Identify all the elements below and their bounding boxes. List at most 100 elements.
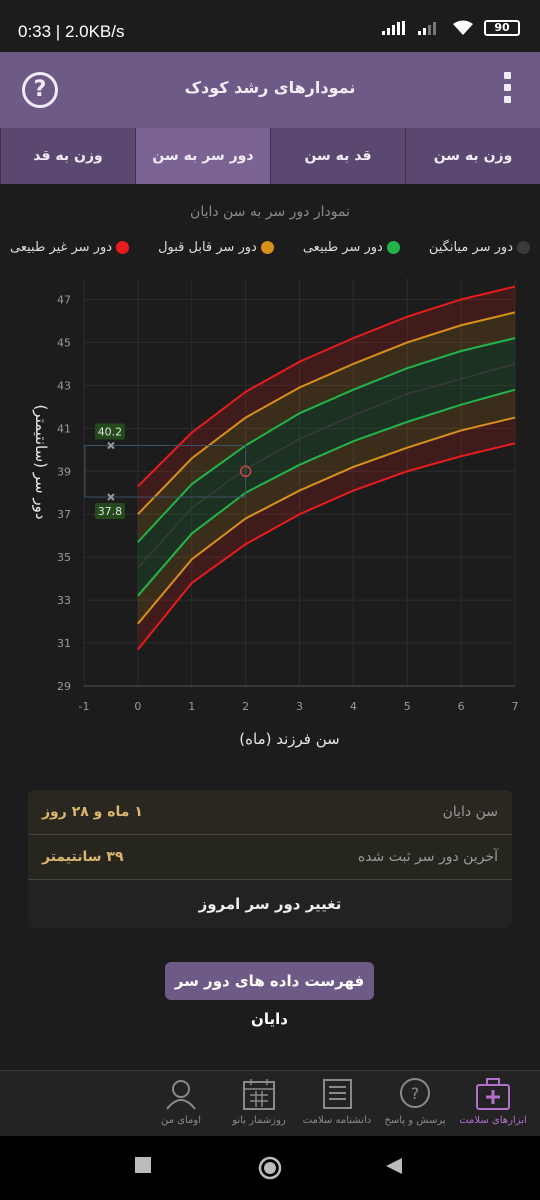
band-fill xyxy=(137,312,515,543)
legend-dot-orange xyxy=(260,241,274,254)
tab-weight-for-age[interactable]: وزن به سن xyxy=(405,128,540,184)
tab-height-for-age[interactable]: قد به سن xyxy=(270,128,405,184)
legend-item-average[interactable]: دور سر میانگین xyxy=(429,240,530,255)
nav-label: روزشمار بانو xyxy=(232,1115,286,1126)
newspaper-icon xyxy=(323,1079,352,1109)
overflow-menu-icon[interactable] xyxy=(504,72,512,108)
y-tick-label: 37 xyxy=(57,508,71,521)
marker-label-bg xyxy=(94,423,125,440)
nav-item-calendar[interactable]: روزشمار بانو xyxy=(220,1071,298,1136)
data-list-button[interactable]: فهرست داده های دور سر دایان xyxy=(165,962,374,1028)
age-value: ۱ ماه و ۲۸ روز xyxy=(42,804,143,820)
y-tick-label: 35 xyxy=(57,551,71,564)
back-icon[interactable] xyxy=(384,1156,404,1176)
series-line xyxy=(137,388,516,597)
growth-chart[interactable]: -1 0 1 2 3 4 5 6 72931333537394143454740.237.8سن… xyxy=(0,184,540,764)
band-fill xyxy=(137,389,515,624)
tab-weight-for-height[interactable]: وزن به قد xyxy=(0,128,135,184)
last-measurement-value: ۳۹ سانتیمتر xyxy=(42,849,124,865)
chart-title: نمودار دور سر به سن دایان xyxy=(190,204,350,220)
y-tick-label: 33 xyxy=(57,594,71,607)
series-line xyxy=(137,311,516,515)
series-line xyxy=(137,285,516,488)
band-fill xyxy=(137,363,515,596)
y-tick-label: 41 xyxy=(57,422,71,435)
chart-legend: دور سر غیر طبیعی دور سر قابل قبول دور سر… xyxy=(10,240,530,255)
y-tick-label: 31 xyxy=(57,637,71,650)
band-fill xyxy=(137,417,515,650)
app-bar: ? نمودارهای رشد کودک xyxy=(0,52,540,128)
age-row: سن دایان ۱ ماه و ۲۸ روز xyxy=(28,790,512,835)
page-title: نمودارهای رشد کودک xyxy=(184,78,356,97)
range-box xyxy=(84,444,247,498)
band-fill xyxy=(137,338,515,568)
user-avatar-icon xyxy=(166,1080,196,1110)
legend-item-normal[interactable]: دور سر طبیعی xyxy=(303,240,400,255)
battery-indicator: 90 xyxy=(484,20,520,36)
nav-item-profile[interactable]: اومای من xyxy=(142,1071,220,1136)
range-marker xyxy=(107,441,115,450)
legend-label: دور سر غیر طبیعی xyxy=(10,240,113,255)
x-tick-label: 1 xyxy=(188,700,195,713)
last-measurement-row: آخرین دور سر ثبت شده ۳۹ سانتیمتر xyxy=(28,835,512,880)
wifi-icon xyxy=(453,20,473,35)
x-tick-label: -1 xyxy=(79,700,90,713)
signal-icon xyxy=(382,21,405,35)
series-line xyxy=(137,337,516,543)
question-bubble-icon: ? xyxy=(400,1078,430,1108)
series-line xyxy=(137,363,516,569)
x-tick-label: 4 xyxy=(350,700,357,713)
svg-text:?: ? xyxy=(411,1084,420,1103)
y-tick-label: 39 xyxy=(57,465,71,478)
calendar-icon xyxy=(243,1079,275,1110)
range-marker xyxy=(107,493,115,501)
series-line xyxy=(137,442,516,651)
nav-item-qa[interactable]: ? پرسش و پاسخ xyxy=(376,1071,454,1136)
nav-label: ابزارهای سلامت xyxy=(459,1115,527,1126)
help-icon[interactable]: ? xyxy=(22,72,58,108)
nav-label: اومای من xyxy=(161,1115,201,1126)
legend-item-acceptable[interactable]: دور سر قابل قبول xyxy=(158,240,274,255)
band-fill xyxy=(137,286,515,515)
y-axis-title: دور سر (سانتیمتر) xyxy=(32,404,50,519)
legend-dot-gray xyxy=(517,241,530,254)
y-tick-label: 29 xyxy=(57,680,71,693)
y-tick-label: 47 xyxy=(57,293,71,306)
x-axis-title: سن فرزند (ماه) xyxy=(239,730,339,748)
nav-item-health-tools[interactable]: ابزارهای سلامت xyxy=(454,1071,532,1136)
x-tick-label: 0 xyxy=(134,700,141,713)
marker-label: 40.2 xyxy=(98,425,123,438)
x-tick-label: 2 xyxy=(242,700,249,713)
nav-item-encyclopedia[interactable]: دانشنامه سلامت xyxy=(298,1071,376,1136)
last-measurement-label: آخرین دور سر ثبت شده xyxy=(357,849,498,865)
legend-label: دور سر میانگین xyxy=(428,240,513,255)
system-nav-bar xyxy=(0,1136,540,1200)
y-tick-label: 45 xyxy=(57,336,71,349)
age-label: سن دایان xyxy=(442,804,498,820)
change-head-circumference-button[interactable]: تغییر دور سر امروز xyxy=(198,895,342,913)
legend-label: دور سر طبیعی xyxy=(302,240,383,255)
recents-icon[interactable] xyxy=(134,1156,152,1174)
legend-item-abnormal[interactable]: دور سر غیر طبیعی xyxy=(10,240,130,255)
chart-panel: -1 0 1 2 3 4 5 6 7 29 31 33 35 37 39 41 43 45 47 40.2 37.8 سن… xyxy=(0,184,540,764)
x-tick-label: 6 xyxy=(458,700,465,713)
x-tick-label: 3 xyxy=(296,700,303,713)
series-line xyxy=(137,416,516,625)
x-tick-label: 7 xyxy=(512,700,519,713)
bottom-nav: ابزارهای سلامت ? پرسش و پاسخ دانشنامه سل… xyxy=(0,1070,540,1136)
tab-head-circumference-for-age[interactable]: دور سر به سن xyxy=(135,128,270,184)
marker-label: 37.8 xyxy=(98,505,123,518)
legend-label: دور سر قابل قبول xyxy=(158,240,257,255)
nav-label: دانشنامه سلامت xyxy=(302,1115,372,1126)
marker-label-bg xyxy=(94,503,125,520)
nav-label: پرسش و پاسخ xyxy=(384,1115,446,1126)
x-tick-label: 5 xyxy=(404,700,411,713)
signal-icon-2 xyxy=(418,22,436,35)
legend-dot-red xyxy=(116,241,130,254)
status-bar: 0:33 | 2.0KB/s 90 xyxy=(0,0,540,52)
home-icon[interactable] xyxy=(258,1156,282,1180)
tab-bar: وزن به سن قد به سن دور سر به سن وزن به ق… xyxy=(0,128,540,184)
info-card: سن دایان ۱ ماه و ۲۸ روز آخرین دور سر ثبت… xyxy=(28,790,512,928)
child-data-point xyxy=(239,465,252,478)
status-time: 0:33 | 2.0KB/s xyxy=(18,22,125,41)
